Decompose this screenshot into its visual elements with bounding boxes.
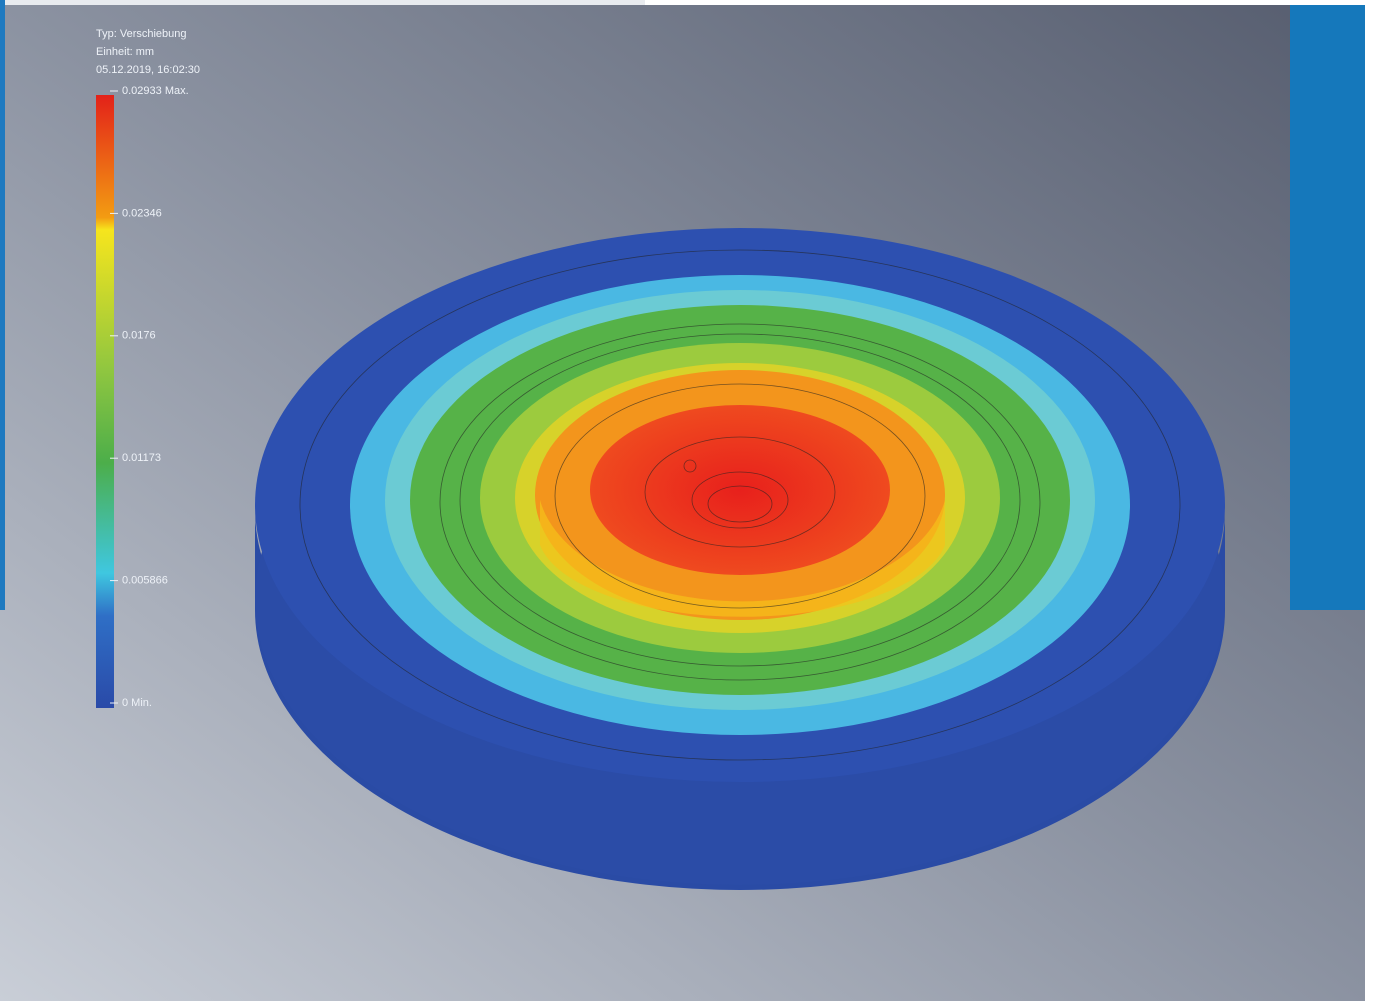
ring-red xyxy=(590,405,890,575)
legend-label: 0 Min. xyxy=(122,697,152,709)
boss-side xyxy=(540,500,945,617)
top-strip xyxy=(645,0,1373,5)
result-type: Typ: Verschiebung xyxy=(96,28,187,40)
legend-label: 0.0176 xyxy=(122,330,156,342)
legend-label: 0.005866 xyxy=(122,575,168,587)
legend-label: 0.01173 xyxy=(122,452,161,464)
legend-label: 0.02346 xyxy=(122,207,162,219)
legend-label: 0.02933 Max. xyxy=(122,85,189,97)
right-edge xyxy=(1365,0,1373,1001)
result-unit: Einheit: mm xyxy=(96,46,154,58)
left-border xyxy=(0,0,5,610)
side-panel xyxy=(1290,5,1365,610)
color-scale xyxy=(96,95,114,708)
top-strip xyxy=(0,0,645,5)
disc-model xyxy=(255,228,1225,890)
result-date: 05.12.2019, 16:02:30 xyxy=(96,64,200,76)
